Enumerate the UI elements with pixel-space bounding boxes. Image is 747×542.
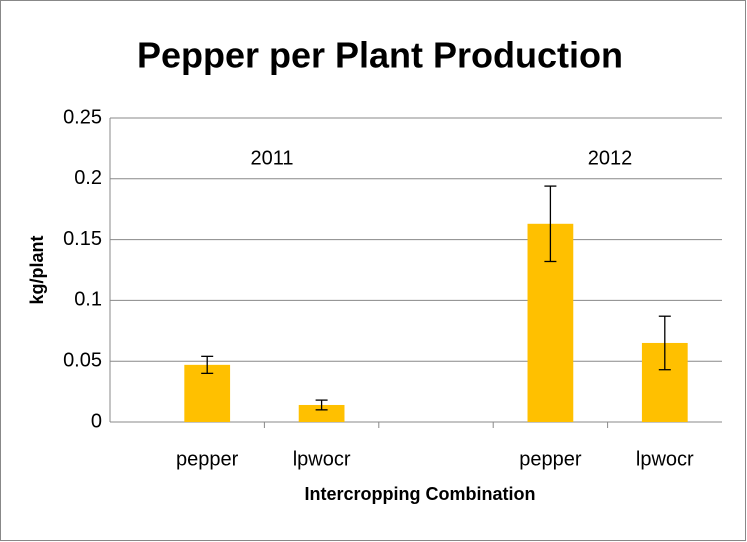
bar: [298, 404, 345, 422]
y-tick-label: 0.2: [74, 167, 102, 189]
y-tick-label: 0.15: [63, 228, 102, 250]
x-tick-label: pepper: [176, 448, 239, 470]
x-tick-label: lpwocr: [636, 448, 694, 470]
annotation: 2011: [250, 147, 293, 169]
y-tick-label: 0.05: [63, 349, 102, 371]
y-axis-label: kg/plant: [27, 235, 47, 304]
x-tick-label: lpwocr: [293, 448, 351, 470]
y-tick-label: 0.1: [74, 289, 102, 311]
y-tick-label: 0.25: [63, 106, 102, 128]
bar: [184, 364, 231, 422]
chart-title: Pepper per Plant Production: [137, 35, 623, 76]
annotation: 2012: [588, 147, 633, 169]
x-axis-label: Intercropping Combination: [305, 484, 536, 504]
x-tick-label: pepper: [519, 448, 582, 470]
y-tick-label: 0: [91, 410, 102, 432]
